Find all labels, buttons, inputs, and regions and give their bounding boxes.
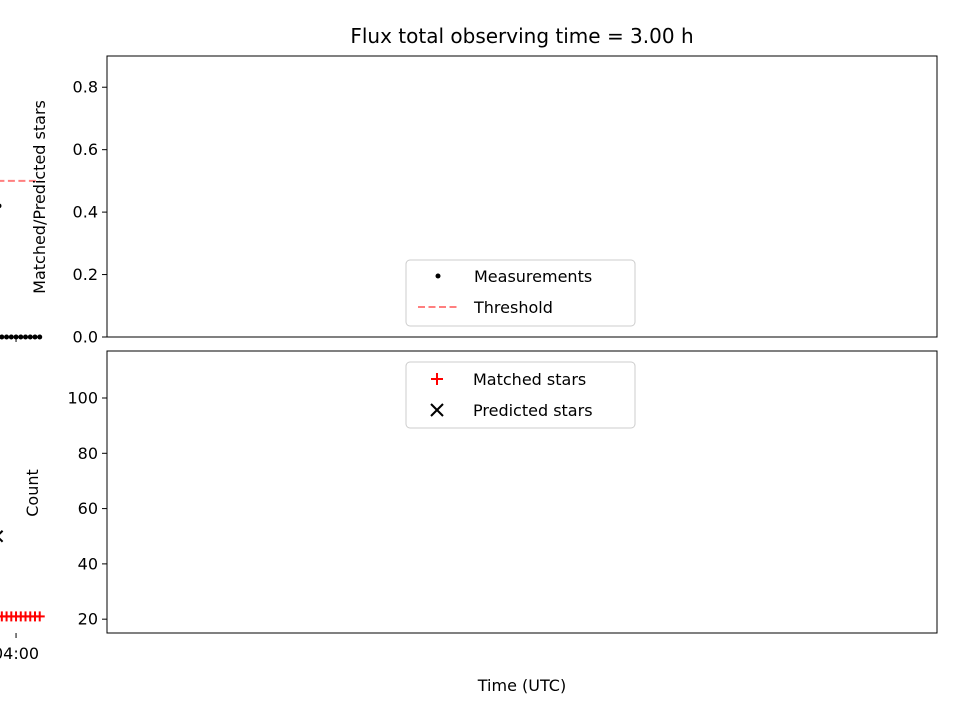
bottom-y-tick-label: 80: [78, 444, 98, 463]
chart-title: Flux total observing time = 3.00 h: [350, 24, 693, 48]
legend-predicted-marker: [430, 403, 444, 417]
measurement-point: [27, 334, 33, 340]
bottom-y-tick-label: 60: [78, 499, 98, 518]
top-y-tick-label: 0.0: [73, 328, 98, 347]
measurement-points: [0, 203, 43, 340]
measurement-point: [23, 334, 29, 340]
legend-matched-label: Matched stars: [473, 370, 586, 389]
measurement-point: [32, 334, 38, 340]
predicted-point: [0, 530, 4, 543]
bottom-panel: 20 40 60 80 100 16:0018:0020:0022:0000:0002:…: [0, 350, 938, 695]
top-y-tick-label: 0.2: [73, 265, 98, 284]
matched-stars-points: [0, 611, 45, 622]
measurement-point: [0, 334, 5, 340]
measurement-point: [37, 334, 43, 340]
top-x-ticks: [15, 337, 17, 342]
x-axis-label: Time (UTC): [477, 676, 566, 695]
matched-point: [34, 611, 45, 622]
measurement-point: [0, 203, 2, 209]
top-y-tick-label: 0.6: [73, 140, 98, 159]
bottom-y-axis-label: Count: [23, 469, 42, 517]
legend-threshold-label: Threshold: [473, 298, 553, 317]
top-legend-box: [405, 259, 636, 327]
legend-measurements-label: Measurements: [474, 267, 592, 286]
measurement-point: [18, 334, 24, 340]
legend-measurement-marker: [435, 273, 441, 279]
bottom-y-ticks: 20 40 60 80 100: [67, 389, 107, 629]
top-axes-frame: [106, 55, 938, 338]
top-y-ticks: 0.0 0.2 0.4 0.6 0.8: [73, 78, 107, 347]
top-y-tick-label: 0.4: [73, 203, 98, 222]
predicted-stars-points: [0, 530, 4, 543]
top-legend: Measurements Threshold: [405, 259, 636, 327]
bottom-legend-box: [405, 361, 636, 429]
bottom-x-ticks: 16:0018:0020:0022:0000:0002:0004:00: [0, 633, 39, 663]
measurement-point: [8, 334, 14, 340]
top-y-axis-label: Matched/Predicted stars: [30, 100, 49, 294]
bottom-y-tick-label: 100: [67, 389, 98, 408]
bottom-y-tick-label: 40: [78, 554, 98, 573]
bottom-y-tick-label: 20: [78, 610, 98, 629]
top-panel: 0.00.20.40.60.8 Matched/Predicted stars …: [0, 55, 938, 347]
top-y-tick-label: 0.8: [73, 78, 98, 97]
x-tick-label: 04:00: [0, 644, 39, 663]
bottom-axes-frame: [106, 350, 938, 634]
legend-matched-marker: [431, 373, 443, 385]
measurement-point: [4, 334, 10, 340]
legend-predicted-label: Predicted stars: [473, 401, 593, 420]
bottom-legend: Matched stars Predicted stars: [405, 361, 636, 429]
